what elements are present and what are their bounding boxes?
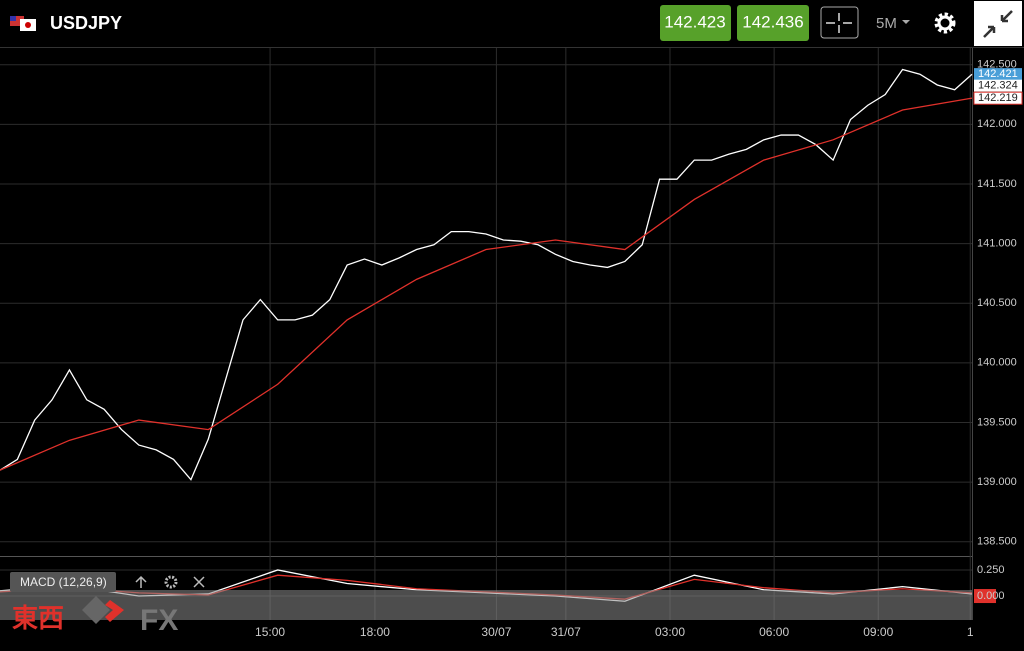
x-tick-label: 06:00 [759,625,789,639]
watermark: 東西 FX [12,596,178,637]
ask-price[interactable]: 142.436 [742,12,803,31]
price-plot [0,68,973,481]
timeframe[interactable]: 5M [876,15,897,32]
us-flag [10,16,24,26]
x-tick-label: 09:00 [863,625,893,639]
y-tick-label: 142.000 [977,118,1017,130]
gear-body [937,15,953,31]
price-line [0,68,973,481]
symbol[interactable]: USDJPY [50,13,122,33]
collapse-button[interactable] [974,1,1022,46]
header: USDJPY 142.423 142.436 5M [0,1,1024,48]
x-tick-label: 03:00 [655,625,685,639]
macd-label: MACD (12,26,9) [20,575,107,589]
move-up-icon[interactable] [135,575,147,588]
price-axis: 138.500 139.000 139.500 140.000 140.500 141.0… [255,59,1023,639]
y-tick-label: 139.000 [977,476,1017,488]
crosshair-icon [826,13,852,33]
macd-label-box [10,572,116,592]
x-tick-label: 18:00 [360,625,390,639]
macd-value-box [974,589,996,604]
watermark-fx: FX [140,604,178,637]
y-tick-label: 138.500 [977,536,1017,548]
jp-flag-sun [25,22,31,28]
x-tick-label: 1 [967,625,974,639]
price-label-box [973,91,1023,105]
macd-settings-icon[interactable] [164,575,178,589]
macd-tick-label: 0.250 [977,564,1005,576]
macd-tick-label: 0.000 [977,590,1005,602]
price-label-box [974,79,1022,92]
x-tick-label: 15:00 [255,625,285,639]
us-flag-canton [10,16,16,21]
watermark-kanji: 東西 [12,603,64,633]
y-tick-label: 142.500 [977,59,1017,71]
price-label: 142.219 [978,92,1018,104]
macd-legend: MACD (12,26,9) [10,572,205,592]
settings-button[interactable] [934,12,956,34]
price-label: 142.421 [978,68,1018,80]
y-tick-label: 141.500 [977,178,1017,190]
y-tick-label: 140.500 [977,297,1017,309]
y-tick-label: 139.500 [977,416,1017,428]
y-tick-label: 141.000 [977,237,1017,249]
timeframe-caret [902,20,910,24]
price-label-box [974,68,1022,81]
y-tick-label: 140.000 [977,357,1017,369]
x-tick-label: 30/07 [481,625,511,639]
crosshair-button[interactable] [820,6,859,39]
bottom-strip [0,590,972,620]
sell-button[interactable] [660,5,731,41]
buy-button[interactable] [737,5,809,41]
logo-arrow [105,600,124,622]
price-label: 142.324 [978,80,1018,92]
bid-price[interactable]: 142.423 [664,12,725,31]
x-tick-label: 31/07 [551,625,581,639]
remove-icon[interactable] [193,576,205,588]
gear-teeth [934,12,956,34]
moving-average [0,97,973,471]
logo-diamond [82,596,110,624]
collapse-icon [983,10,1013,38]
